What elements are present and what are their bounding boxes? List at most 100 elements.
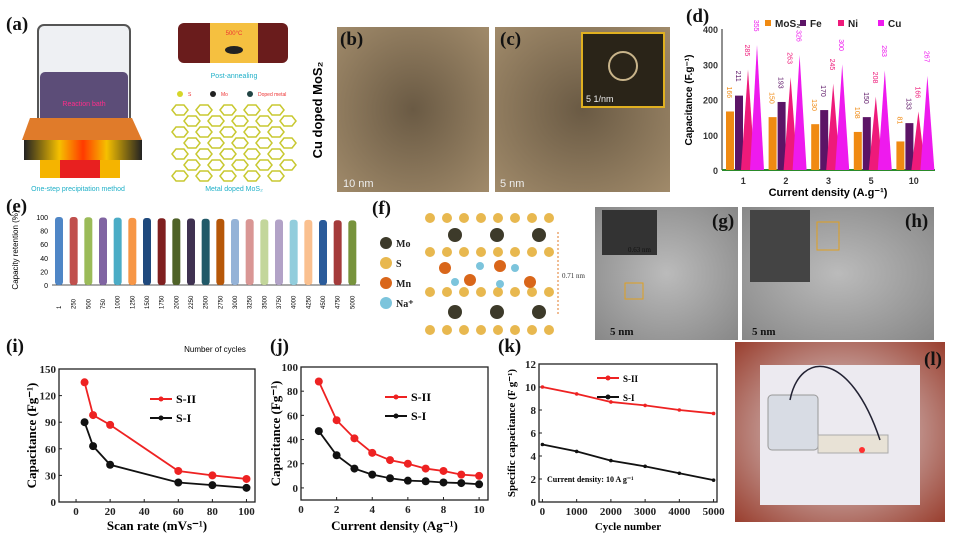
lattice-hexagon [267, 104, 285, 116]
hotplate-heater [24, 140, 142, 160]
data-point-S-II [421, 464, 430, 473]
legend-swatch [800, 20, 806, 26]
bar-Cu [750, 44, 764, 170]
legend-label: S-II [623, 374, 639, 384]
data-point-S-I [643, 464, 647, 469]
bar-cycle-250 [69, 217, 78, 285]
panel-label-h: (h) [905, 211, 928, 232]
panel-f-crystal-structure: (f) Mo S Mn Na⁺ 0.71 nm [372, 198, 586, 335]
y-tick-label: 200 [703, 96, 718, 106]
panel-label-d: (d) [686, 6, 709, 27]
data-point-S-II [350, 434, 359, 443]
lattice-hexagon [171, 104, 189, 116]
x-tick-label: 4250 [306, 295, 312, 309]
lattice-hexagon [219, 148, 237, 160]
data-point-S-II [609, 400, 613, 404]
data-point-S-II [711, 411, 716, 416]
bar-cycle-3000 [231, 219, 239, 285]
bar-MoS₂ [853, 131, 862, 170]
data-point-S-II [386, 456, 395, 465]
data-point-S-I [439, 478, 448, 487]
s-atom [527, 287, 537, 297]
legend-atom-icon [380, 237, 392, 249]
na-ion [476, 262, 484, 270]
y-tick-label: 100 [282, 362, 299, 374]
lattice-hexagon [219, 126, 237, 138]
scale-bar-h: 5 nm [752, 326, 776, 338]
x-tick-label: 1250 [130, 295, 136, 309]
bar-cycle-500 [84, 217, 93, 285]
legend-atom-icon [380, 277, 392, 289]
y-tick-label: 60 [45, 444, 57, 456]
legend-label: S-II [176, 392, 196, 406]
mos2-lattice-illustration [171, 104, 297, 182]
legend-label: Cu [888, 19, 901, 30]
data-label: 326 [795, 30, 802, 42]
x-tick-label: 1 [57, 305, 63, 309]
s-atom [510, 213, 520, 223]
s-atom [442, 287, 452, 297]
legend-label: S-II [411, 390, 431, 404]
lattice-hexagon [279, 115, 297, 127]
lattice-hexagon [195, 148, 213, 160]
legend-label: S-I [411, 409, 427, 423]
panel-label-l: (l) [924, 349, 942, 370]
x-tick-label: 0 [298, 504, 304, 516]
data-label: 108 [853, 107, 860, 119]
legend-label: MoS₂ [775, 19, 801, 30]
panel-label-g: (g) [712, 211, 734, 232]
x-tick-label: 6 [405, 504, 411, 516]
beaker-cell [767, 394, 819, 451]
x-tick-label: 4000 [292, 295, 298, 309]
lattice-hexagon [171, 170, 189, 182]
s-atom [425, 325, 435, 335]
legend-swatch [765, 20, 771, 26]
y-tick-label: 150 [40, 364, 57, 376]
lattice-hexagon [195, 104, 213, 116]
legend-atom-icon [380, 297, 392, 309]
x-axis-label: Current density (Ag⁻¹) [331, 518, 458, 533]
post-annealing-label: Post-annealing [211, 73, 258, 80]
lattice-hexagon [231, 137, 249, 149]
data-point-S-I [208, 481, 217, 490]
mn-atom [464, 274, 476, 286]
data-label: 300 [837, 39, 844, 51]
s-atom [442, 213, 452, 223]
fft-scale: 5 1/nm [586, 94, 614, 104]
x-axis-label: Scan rate (mVs⁻¹) [107, 518, 207, 533]
x-tick-label: 5 [869, 176, 874, 186]
lattice-hexagon [231, 159, 249, 171]
mo-atom [532, 305, 546, 319]
panel-l-device-photo: (l) [735, 342, 945, 522]
bar-Cu [835, 64, 850, 170]
data-label: 355 [752, 20, 759, 32]
x-tick-label: 4 [369, 504, 375, 516]
data-point-S-II [439, 466, 448, 475]
x-tick-label: 1500 [145, 295, 151, 309]
data-label: 150 [768, 92, 775, 104]
panel-label-c: (c) [500, 29, 521, 50]
data-point-S-II [574, 392, 579, 396]
lattice-hexagon [267, 170, 285, 182]
lattice-hexagon [183, 137, 201, 149]
panel-c-tem: (c) 5 1/nm 5 nm [495, 27, 670, 192]
data-point-S-I [242, 483, 251, 492]
bar-cycle-1250 [128, 217, 137, 285]
panel-label-b: (b) [340, 29, 363, 50]
data-label: 245 [828, 59, 835, 71]
lattice-fringe-inset-g [602, 210, 657, 255]
y-tick-label: 300 [703, 60, 718, 70]
bar-cycle-2000 [172, 218, 181, 285]
panel-a-synthesis-schematic: (a) Reaction bath One-step precipitation… [6, 14, 297, 193]
s-atom [459, 325, 469, 335]
x-tick-label: 2 [783, 176, 788, 186]
y-axis-label: Capacitance (F.g⁻¹) [684, 55, 695, 146]
x-tick-label: 250 [72, 298, 78, 309]
legend-label: Ni [848, 19, 858, 30]
lattice-hexagon [231, 115, 249, 127]
bar-cycle-2250 [187, 218, 195, 285]
lattice-hexagon [195, 170, 213, 182]
panel-label-a: (a) [6, 14, 28, 35]
product-label: Metal doped MoS₂ [205, 186, 263, 193]
